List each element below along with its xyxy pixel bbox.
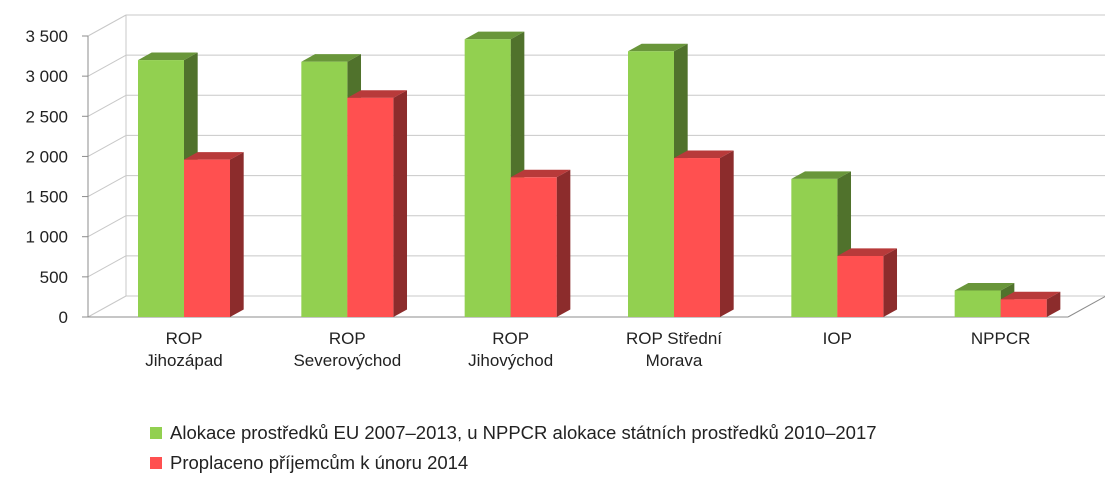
bar-top-face: [184, 152, 244, 160]
x-category-label: IOP: [823, 329, 852, 348]
bar-chart-3d: 3 500 3 000 2 500 2 000 1 500 1 000 500 0 ROP Jih…: [25, 14, 1105, 370]
bar-top-face: [301, 54, 362, 62]
bar-top-face: [791, 171, 852, 179]
x-category-label-line: Morava: [646, 351, 703, 370]
gridline-side: [87, 175, 127, 198]
bar-top-face: [464, 31, 525, 40]
legend-label-green: Alokace prostředků EU 2007–2013, u NPPCR…: [170, 422, 877, 443]
bar-paid: [510, 169, 571, 317]
bar-front-face: [301, 61, 348, 317]
bar-top-face: [510, 169, 571, 178]
gridline-side: [87, 255, 127, 278]
x-category-label: ROP Jihovýchod: [468, 329, 553, 370]
bar-front-face: [791, 178, 838, 317]
x-category-labels: ROP Jihozápad ROP Severovýchod ROP Jihovýchod…: [145, 329, 1030, 370]
y-tick-label: 3 500: [25, 27, 68, 46]
bar-front-face: [837, 255, 884, 317]
bar-top-face: [954, 282, 1015, 291]
y-tick-label: 2 000: [25, 147, 68, 166]
bar-front-face: [464, 39, 511, 318]
bar-front-face: [347, 97, 394, 317]
bar-top-face: [1000, 291, 1061, 300]
x-category-label-line: ROP: [492, 329, 529, 348]
x-category-label: ROP Střední Morava: [626, 329, 722, 370]
y-tick-label: 1 500: [25, 188, 68, 207]
x-category-label-line: Jihozápad: [145, 351, 223, 370]
legend-item-green: Alokace prostředků EU 2007–2013, u NPPCR…: [150, 418, 877, 448]
bar-front-face: [184, 159, 230, 317]
y-tick-label: 2 500: [25, 107, 68, 126]
x-category-label-line: Severovýchod: [293, 351, 401, 370]
floor-right-edge: [1067, 295, 1105, 318]
x-category-label-line: ROP Střední: [626, 329, 722, 348]
y-tick-label: 3 000: [25, 67, 68, 86]
y-tick-label: 500: [40, 268, 68, 287]
x-category-label-line: ROP: [329, 329, 366, 348]
bar-front-face: [1000, 299, 1047, 317]
bar-top-face: [674, 150, 734, 159]
y-tick-label: 1 000: [25, 228, 68, 247]
bar-top-face: [347, 90, 408, 98]
x-category-label: NPPCR: [971, 329, 1031, 348]
x-category-label-line: NPPCR: [971, 329, 1031, 348]
x-category-label-line: IOP: [823, 329, 852, 348]
bar-side-face: [556, 169, 571, 317]
x-category-label: ROP Severovýchod: [293, 329, 401, 370]
gridline-side: [87, 14, 127, 37]
x-category-label-line: ROP: [166, 329, 203, 348]
bar-side-face: [393, 90, 408, 317]
legend-swatch-red: [150, 457, 162, 469]
bar-paid: [1000, 291, 1061, 317]
legend: Alokace prostředků EU 2007–2013, u NPPCR…: [150, 418, 877, 478]
gridline-side: [87, 295, 127, 318]
gridline-side: [87, 94, 127, 117]
bar-paid: [674, 150, 734, 317]
gridline-side: [87, 134, 127, 157]
legend-swatch-green: [150, 427, 162, 439]
gridlines: [87, 14, 1105, 318]
x-category-label: ROP Jihozápad: [145, 329, 223, 370]
bar-side-face: [1046, 291, 1061, 317]
chart: 3 500 3 000 2 500 2 000 1 500 1 000 500 0 ROP Jih…: [25, 14, 1105, 473]
gridline-side: [87, 215, 127, 238]
bar-front-face: [954, 290, 1001, 317]
bar-side-face: [883, 248, 898, 317]
bar-front-face: [510, 177, 557, 317]
legend-label-red: Proplaceno příjemcům k únoru 2014: [170, 452, 469, 473]
bar-paid: [184, 152, 244, 317]
bar-top-face: [138, 52, 198, 61]
bar-paid: [837, 248, 898, 317]
bar-front-face: [674, 158, 720, 317]
x-category-label-line: Jihovýchod: [468, 351, 553, 370]
gridline-side: [87, 54, 127, 77]
y-tick-labels: 3 500 3 000 2 500 2 000 1 500 1 000 500 0: [25, 27, 88, 327]
bar-front-face: [138, 60, 184, 317]
bar-side-face: [720, 150, 734, 317]
bars: [138, 31, 1061, 318]
bar-front-face: [628, 51, 674, 318]
legend-item-red: Proplaceno příjemcům k únoru 2014: [150, 448, 877, 478]
y-tick-label: 0: [59, 308, 68, 327]
bar-paid: [347, 90, 408, 317]
bar-top-face: [628, 43, 688, 52]
bar-side-face: [230, 152, 244, 317]
bar-top-face: [837, 248, 898, 256]
